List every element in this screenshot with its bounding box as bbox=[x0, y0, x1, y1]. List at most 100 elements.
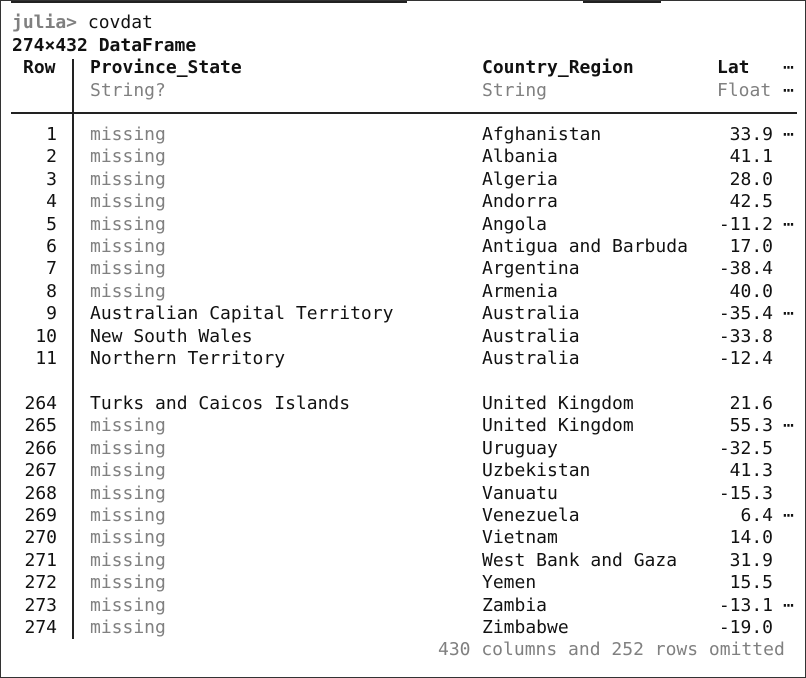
cell-lat: 33.9 bbox=[729, 124, 773, 145]
cell-country-region: Zambia bbox=[482, 594, 548, 616]
cell-province-state: Northern Territory bbox=[90, 348, 286, 369]
more-columns-ellipsis: ⋯ bbox=[783, 415, 794, 437]
table-row: 268 missing Vanuatu -15.3 bbox=[1, 482, 805, 505]
cell-country-region: Albania bbox=[482, 146, 558, 168]
cell-lat: 28.0 bbox=[729, 168, 773, 190]
col-type-province-state: String? bbox=[90, 80, 166, 101]
cell-lat: -33.8 bbox=[718, 325, 773, 347]
more-columns-ellipsis: ⋯ bbox=[783, 124, 794, 145]
more-columns-ellipsis: ⋯ bbox=[783, 303, 794, 325]
cell-lat: -12.4 bbox=[718, 348, 773, 369]
repl-command: covdat bbox=[87, 12, 153, 33]
repl-line: julia> covdat bbox=[12, 12, 153, 34]
row-number: 273 bbox=[24, 594, 57, 616]
row-number: 9 bbox=[46, 303, 57, 325]
cell-lat: 14.0 bbox=[729, 527, 773, 549]
row-number: 4 bbox=[46, 191, 57, 213]
table-row: 7 missing Argentina -38.4 bbox=[1, 258, 805, 280]
cell-province-state: Turks and Caicos Islands bbox=[90, 393, 351, 414]
cell-lat: 6.4 bbox=[740, 505, 773, 526]
cell-country-region: Australia bbox=[482, 303, 580, 325]
col-type-country-region: String bbox=[482, 80, 548, 101]
cell-province-state: missing bbox=[90, 617, 166, 638]
cell-lat: -19.0 bbox=[718, 617, 773, 638]
cell-province-state: missing bbox=[90, 527, 166, 549]
cell-province-state: missing bbox=[90, 594, 166, 616]
col-header-province-state: Province_State bbox=[90, 57, 242, 78]
cell-province-state: missing bbox=[90, 437, 166, 459]
cell-lat: 41.1 bbox=[729, 146, 773, 168]
row-number: 8 bbox=[46, 280, 57, 302]
cell-province-state: Australian Capital Territory bbox=[90, 303, 394, 325]
cell-lat: 21.6 bbox=[729, 393, 773, 414]
cell-province-state: missing bbox=[90, 482, 166, 504]
row-number: 272 bbox=[24, 572, 57, 594]
col-header-lat: Lat bbox=[717, 57, 750, 78]
row-number: 274 bbox=[24, 617, 57, 638]
table-row: 5 missing Angola -11.2 ⋯ bbox=[1, 213, 805, 236]
cell-province-state: missing bbox=[90, 572, 166, 594]
cell-country-region: Zimbabwe bbox=[482, 617, 569, 638]
row-number: 5 bbox=[46, 213, 57, 235]
row-number: 7 bbox=[46, 258, 57, 280]
table-row: 270 missing Vietnam 14.0 bbox=[1, 527, 805, 549]
cell-lat: 42.5 bbox=[729, 191, 773, 213]
cell-country-region: Vanuatu bbox=[482, 482, 558, 504]
cell-province-state: missing bbox=[90, 415, 166, 437]
cell-province-state: New South Wales bbox=[90, 325, 253, 347]
table-row: 273 missing Zambia -13.1 ⋯ bbox=[1, 594, 805, 617]
cell-country-region: Vietnam bbox=[482, 527, 558, 549]
table-row: 264 Turks and Caicos Islands United Kingdo… bbox=[1, 393, 805, 415]
cell-country-region: Australia bbox=[482, 325, 580, 347]
table-row: 6 missing Antigua and Barbuda 17.0 bbox=[1, 236, 805, 258]
cell-country-region: Australia bbox=[482, 348, 580, 369]
cell-province-state: missing bbox=[90, 168, 166, 190]
table-row: 10 New South Wales Australia -33.8 bbox=[1, 325, 805, 348]
cell-country-region: Afghanistan bbox=[482, 124, 602, 145]
cell-country-region: Armenia bbox=[482, 280, 558, 302]
cell-lat: -13.1 bbox=[718, 594, 773, 616]
cell-country-region: Yemen bbox=[482, 572, 537, 594]
table-row: 269 missing Venezuela 6.4 ⋯ bbox=[1, 505, 805, 527]
top-border-segment bbox=[11, 1, 407, 3]
table-row: 266 missing Uruguay -32.5 bbox=[1, 437, 805, 460]
cell-province-state: missing bbox=[90, 460, 166, 482]
cell-lat: 17.0 bbox=[729, 236, 773, 257]
cell-country-region: Algeria bbox=[482, 168, 558, 190]
cell-country-region: United Kingdom bbox=[482, 393, 634, 414]
cell-country-region: West Bank and Gaza bbox=[482, 549, 678, 571]
table-row: 8 missing Armenia 40.0 bbox=[1, 280, 805, 303]
cell-province-state: missing bbox=[90, 146, 166, 168]
cell-province-state: missing bbox=[90, 549, 166, 571]
row-number: 269 bbox=[24, 505, 57, 526]
header-types-row: String? String Float ⋯ bbox=[1, 80, 805, 102]
row-number: 11 bbox=[35, 348, 57, 369]
cell-province-state: missing bbox=[90, 191, 166, 213]
cell-country-region: United Kingdom bbox=[482, 415, 634, 437]
header-separator bbox=[11, 112, 797, 114]
row-number: 271 bbox=[24, 549, 57, 571]
cell-country-region: Antigua and Barbuda bbox=[482, 236, 688, 257]
cell-province-state: missing bbox=[90, 213, 166, 235]
cell-lat: 15.5 bbox=[729, 572, 773, 594]
cell-lat: -11.2 bbox=[718, 213, 773, 235]
cell-province-state: missing bbox=[90, 236, 166, 257]
table-row: 274 missing Zimbabwe -19.0 bbox=[1, 617, 805, 639]
row-number: 2 bbox=[46, 146, 57, 168]
row-number: 267 bbox=[24, 460, 57, 482]
table-row: 1 missing Afghanistan 33.9 ⋯ bbox=[1, 124, 805, 146]
more-columns-ellipsis: ⋯ bbox=[783, 57, 794, 78]
cell-lat: -15.3 bbox=[718, 482, 773, 504]
cell-province-state: missing bbox=[90, 258, 166, 280]
row-number: 270 bbox=[24, 527, 57, 549]
table-row: 2 missing Albania 41.1 bbox=[1, 146, 805, 168]
cell-lat: -35.4 bbox=[718, 303, 773, 325]
more-columns-ellipsis: ⋯ bbox=[783, 80, 794, 101]
row-number: 264 bbox=[24, 393, 57, 414]
cell-lat: -32.5 bbox=[718, 437, 773, 459]
cell-country-region: Uzbekistan bbox=[482, 460, 591, 482]
cell-country-region: Angola bbox=[482, 213, 548, 235]
more-columns-ellipsis: ⋯ bbox=[783, 594, 794, 616]
cell-lat: 41.3 bbox=[729, 460, 773, 482]
